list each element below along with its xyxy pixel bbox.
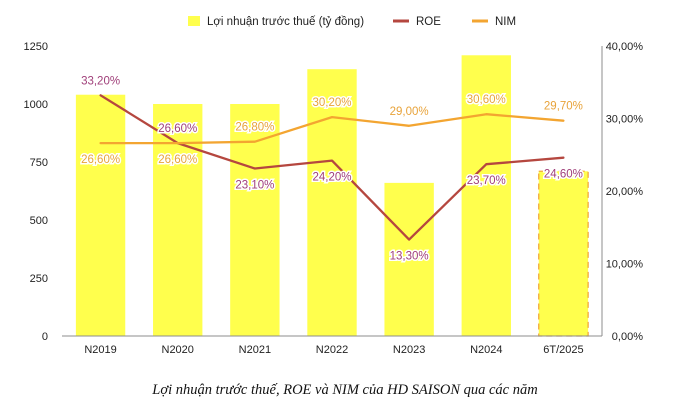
roe-data-label: 13,30% <box>390 251 429 263</box>
nim-data-label: 29,70% <box>544 101 583 113</box>
x-tick-label: N2023 <box>393 344 425 356</box>
legend-label: NIM <box>495 16 516 28</box>
y-right-tick-label: 20,00% <box>606 186 644 198</box>
bar <box>538 170 589 337</box>
x-tick-label: 6T/2025 <box>543 344 583 356</box>
y-right-tick-label: 10,00% <box>606 259 644 271</box>
nim-data-label: 26,60% <box>81 154 120 166</box>
roe-data-label: 24,20% <box>312 172 351 184</box>
axes: 0 250 500 750 1000 1250 0,00% 10,00% 20,00% 30,00… <box>24 41 644 356</box>
chart-caption: Lợi nhuận trước thuế, ROE và NIM của HD … <box>152 382 538 398</box>
legend-label: Lợi nhuận trước thuế (tỷ đồng) <box>207 16 364 28</box>
roe-data-label: 23,10% <box>235 180 274 192</box>
x-tick-label: N2019 <box>84 344 116 356</box>
bar <box>153 104 203 336</box>
nim-data-label: 26,80% <box>235 122 274 134</box>
y-left-tick-label: 0 <box>42 331 48 343</box>
roe-data-label: 26,60% <box>158 123 197 135</box>
data-labels: 33,20% 26,60% 26,60% 26,60% 23,10% 26,80% 24,2… <box>80 74 585 264</box>
legend-label: ROE <box>416 16 441 28</box>
bar <box>307 69 357 336</box>
roe-data-label: 23,70% <box>467 175 506 187</box>
nim-data-label: 26,60% <box>158 154 197 166</box>
y-left-tick-label: 250 <box>30 273 48 285</box>
y-right-tick-label: 40,00% <box>606 41 644 53</box>
line-series <box>99 94 565 241</box>
bar <box>461 55 511 336</box>
roe-data-label: 33,20% <box>81 75 120 87</box>
y-left-tick-label: 1250 <box>24 41 48 53</box>
bar <box>384 182 434 336</box>
x-tick-label: N2021 <box>239 344 271 356</box>
bar <box>230 104 280 336</box>
y-left-tick-label: 1000 <box>24 99 48 111</box>
y-left-tick-label: 750 <box>30 157 48 169</box>
bar <box>75 94 126 336</box>
nim-line <box>99 113 565 145</box>
y-right-tick-label: 30,00% <box>606 114 644 126</box>
y-left-tick-label: 500 <box>30 215 48 227</box>
nim-data-label: 30,60% <box>467 94 506 106</box>
combo-chart: Lợi nhuận trước thuế (tỷ đồng) ROE NIM 0 25… <box>24 16 644 356</box>
legend-swatch-bar <box>188 16 200 26</box>
nim-data-label: 29,00% <box>390 106 429 118</box>
x-tick-label: N2024 <box>470 344 502 356</box>
x-tick-label: N2020 <box>162 344 194 356</box>
legend: Lợi nhuận trước thuế (tỷ đồng) ROE NIM <box>188 16 516 28</box>
nim-data-label: 30,20% <box>312 97 351 109</box>
roe-data-label: 24,60% <box>544 169 583 181</box>
y-right-tick-label: 0,00% <box>612 331 643 343</box>
x-tick-label: N2022 <box>316 344 348 356</box>
